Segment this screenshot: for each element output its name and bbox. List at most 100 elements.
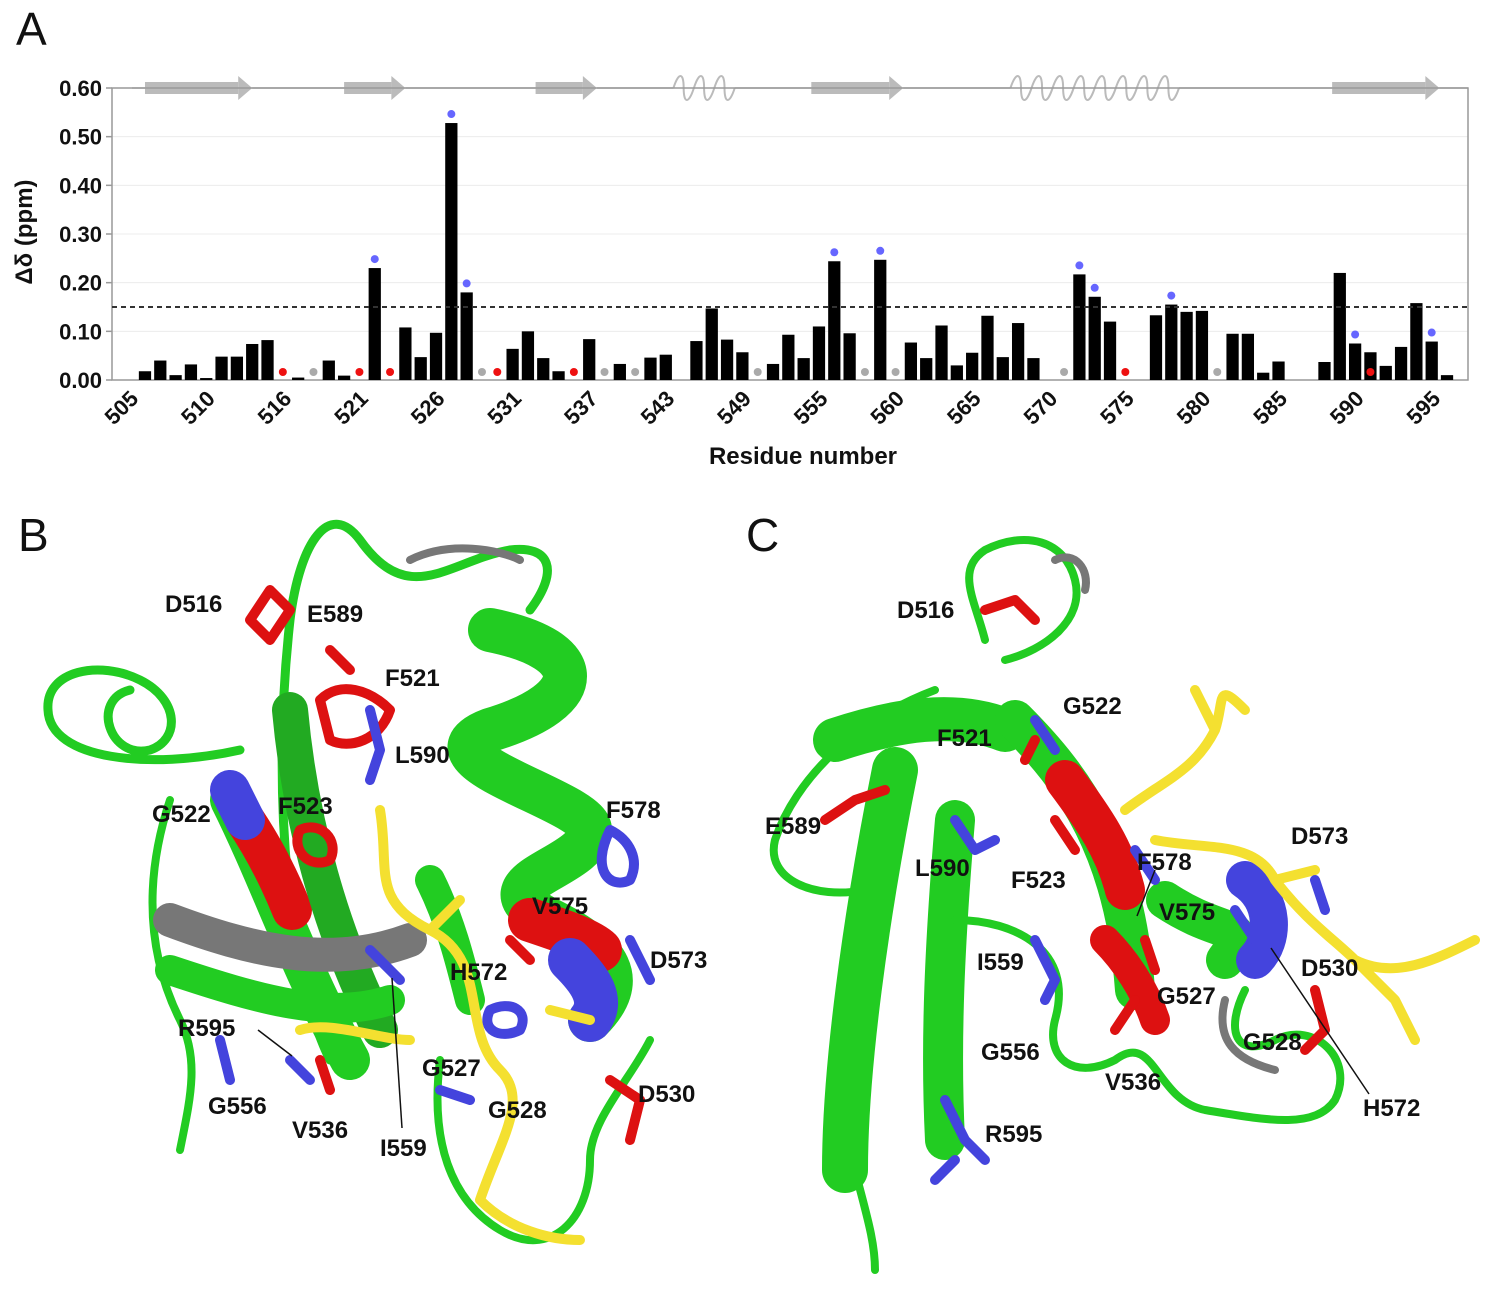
bar	[981, 315, 994, 380]
sticks-yellow	[295, 805, 595, 1245]
x-tick-label: 526	[406, 386, 450, 430]
blue-dot	[1075, 261, 1084, 270]
bar	[215, 356, 228, 380]
residue-label: V575	[1159, 899, 1215, 926]
bar	[460, 292, 473, 380]
sticks-blue	[215, 705, 655, 1105]
bar-series	[138, 123, 1454, 380]
residue-label: R595	[985, 1121, 1042, 1148]
strand-helix-top	[813, 697, 1027, 762]
loop-left	[43, 665, 245, 765]
helix-c-blue	[1226, 861, 1288, 979]
residue-label: H572	[1363, 1095, 1420, 1122]
bar	[1011, 323, 1025, 380]
bar	[996, 357, 1009, 380]
bar	[766, 363, 780, 380]
y-tick-label: 0.40	[59, 173, 102, 198]
bar	[828, 261, 841, 380]
bar	[1410, 303, 1423, 380]
residue-label: D516	[165, 591, 222, 618]
bar	[337, 375, 351, 380]
bar	[1394, 346, 1408, 380]
panel-a-letter: A	[16, 3, 47, 55]
x-tick-label: 555	[789, 386, 833, 430]
bar	[1180, 311, 1193, 380]
bar	[950, 365, 963, 380]
residue-label: D516	[897, 597, 954, 624]
bar	[843, 333, 856, 380]
gray-dot	[309, 368, 318, 376]
residue-label: R595	[178, 1015, 235, 1042]
loop-gray	[406, 544, 524, 564]
helix-blue	[548, 938, 618, 1042]
sticks-blue-c	[930, 715, 1330, 1185]
residue-label: F578	[606, 797, 661, 824]
bar	[1226, 333, 1239, 380]
y-tick-label: 0.20	[59, 271, 102, 296]
bar	[782, 334, 795, 380]
helix-c	[1146, 881, 1256, 979]
helix-red	[508, 898, 622, 972]
bar	[445, 123, 458, 380]
bar	[812, 326, 826, 380]
x-tick-label: 521	[329, 386, 373, 430]
gray-dot	[891, 368, 900, 376]
bar	[200, 378, 213, 380]
loop-gray-bottom-c	[1218, 996, 1279, 1074]
y-tick-label: 0.30	[59, 222, 102, 247]
residue-label: E589	[765, 813, 821, 840]
bar	[521, 331, 535, 380]
bar	[966, 352, 979, 380]
bar	[246, 343, 259, 380]
x-axis-label: Residue number	[709, 443, 897, 470]
loop-gray-c	[1051, 553, 1090, 594]
blue-dot	[370, 255, 379, 264]
bar	[1103, 321, 1117, 380]
blue-dot	[830, 248, 839, 257]
bar	[1318, 361, 1331, 380]
strand-2	[272, 692, 398, 1048]
x-tick-label: 516	[253, 386, 297, 430]
residue-label: G522	[152, 801, 211, 828]
gray-dot	[753, 368, 762, 376]
loop-bottom-c	[951, 916, 1345, 1124]
blue-dot	[1167, 291, 1176, 300]
red-dot	[569, 368, 578, 376]
y-tick-label: 0.10	[59, 319, 102, 344]
y-tick-label: 0.00	[59, 368, 102, 393]
bar	[399, 327, 412, 380]
bar	[322, 360, 335, 380]
residue-label: G528	[488, 1097, 547, 1124]
bar	[1257, 372, 1270, 380]
x-tick-label: 590	[1325, 386, 1369, 430]
residue-label: D530	[638, 1081, 695, 1108]
bar	[138, 371, 152, 380]
red-dot	[1121, 368, 1130, 376]
bar	[720, 339, 734, 380]
residue-label: D573	[1291, 823, 1348, 850]
residue-label: E589	[307, 601, 363, 628]
bar	[1440, 375, 1454, 380]
y-axis-label: Δδ (ppm)	[11, 179, 38, 284]
residue-label: F523	[1011, 867, 1066, 894]
gray-dot	[600, 368, 609, 376]
bar	[230, 356, 244, 380]
bar	[184, 364, 198, 380]
structure-panel-c: D516 G522 F521 E589 L590 F523 F578 D573 V575 I559…	[765, 536, 1480, 1274]
strand-1-blue	[210, 770, 265, 840]
residue-label: D573	[650, 947, 707, 974]
panel-b-letter: B	[18, 509, 49, 561]
gray-dot	[477, 368, 486, 376]
residue-label: G556	[208, 1093, 267, 1120]
bar	[1272, 361, 1285, 380]
tail-c	[851, 1166, 879, 1274]
residue-label: L590	[915, 855, 970, 882]
blue-dot	[1090, 283, 1099, 292]
bar	[537, 358, 550, 380]
bar	[705, 308, 718, 380]
bar	[1333, 272, 1346, 380]
y-tick-label: 0.50	[59, 125, 102, 150]
residue-label: G528	[1243, 1029, 1302, 1056]
bar	[1165, 304, 1178, 380]
bar	[1073, 274, 1086, 380]
